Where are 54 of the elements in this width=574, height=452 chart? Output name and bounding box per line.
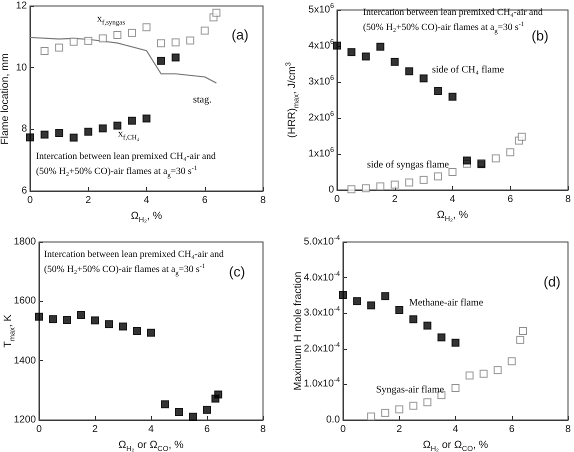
y-axis-title: Flame location, mm [0, 52, 12, 144]
y-tick-label: 4x10$^{6}$ [308, 39, 334, 52]
x-tick-label: 4 [450, 194, 456, 205]
x-tick-label: 8 [565, 424, 571, 435]
annotation: x$_{f,CH₄}$ [118, 128, 140, 142]
y-tick-label: 0.0 [326, 414, 340, 426]
y-tick-label: 1400 [14, 355, 36, 366]
y-tick-label: 6 [21, 186, 27, 196]
y-tick-label: 2.0x10$^{-4}$ [304, 342, 340, 354]
y-tick-label: 1x10$^{6}$ [308, 147, 334, 160]
x-tick-label: 6 [508, 424, 515, 435]
x-axis-title: Ω$_{H₂}$ or Ω$_{CO}$, % [118, 439, 184, 452]
x-axis-title: Ω$_{H₂}$, % [436, 209, 468, 224]
text: Intercation between lean premixed CH₄-air and (50% H₂+50% CO)-air flames at a$_{g}$=30 s$^{-1}$ [44, 250, 224, 277]
text: (d) [543, 273, 561, 290]
y-tick-label: 5x10$^{6}$ [308, 3, 334, 16]
y-tick-label: 4.0x10$^{-4}$ [304, 270, 340, 284]
x-tick-label: 2 [85, 195, 92, 206]
y-tick-label: 5.0x10$^{-4}$ [304, 235, 340, 248]
y-tick-label: 1800 [14, 236, 36, 248]
x-tick-label: 6 [204, 424, 210, 435]
x-tick-label: 4 [144, 195, 150, 206]
text: (a) [231, 26, 249, 43]
text: (c) [228, 263, 246, 280]
y-tick-label: 10 [16, 62, 27, 74]
annotation: stag. [193, 94, 212, 106]
x-tick-label: 4 [452, 424, 458, 435]
y-axis-title: Maximum H mole fraction [292, 271, 304, 391]
y-tick-label: 12 [16, 0, 27, 12]
y-tick-label: 3x10$^{6}$ [308, 75, 334, 88]
annotation: x$_{f,syngas}$ [97, 14, 126, 26]
x-tick-label: 8 [260, 424, 266, 435]
x-tick-label: 4 [148, 424, 154, 435]
text: Intercation between lean premixed CH₄-air and (50% H₂+50% CO)-air flames at a$_{g}$=30 s$^{-1}$ [36, 151, 217, 180]
y-tick-label: 0 [328, 184, 334, 196]
x-tick-label: 2 [396, 424, 402, 435]
x-axis-title: Ω$_{H₂}$ or Ω$_{CO}$, % [422, 439, 488, 452]
annotation: Syngas-air flame [376, 384, 444, 396]
x-tick-label: 6 [507, 194, 514, 205]
annotation: side of syngas flame [367, 160, 449, 170]
y-tick-label: 2x10$^{6}$ [308, 111, 334, 124]
x-axis-title: Ω$_{H₂}$, % [130, 210, 162, 224]
y-tick-label: 1600 [14, 296, 36, 307]
x-tick-label: 8 [565, 194, 571, 205]
y-tick-label: 8 [21, 124, 27, 135]
x-tick-label: 6 [202, 195, 208, 206]
x-tick-label: 2 [392, 194, 398, 205]
x-tick-label: 2 [92, 424, 98, 435]
y-tick-label: 3.0x10$^{-4}$ [304, 306, 340, 319]
y-tick-label: 1200 [14, 414, 36, 426]
y-tick-label: 1.0x10$^{-4}$ [304, 378, 340, 390]
annotation: side of CH₄ flame [432, 64, 504, 76]
annotation: Methane-air flame [409, 298, 484, 308]
x-tick-label: 8 [260, 195, 266, 206]
